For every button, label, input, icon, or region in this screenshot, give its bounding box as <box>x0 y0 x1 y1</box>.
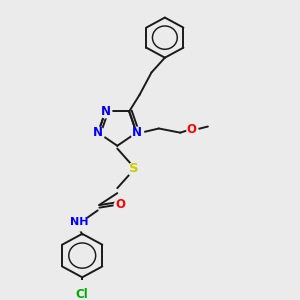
Text: N: N <box>131 126 142 139</box>
Text: O: O <box>115 198 125 211</box>
Text: Cl: Cl <box>76 288 88 300</box>
Text: S: S <box>129 162 139 175</box>
Text: O: O <box>187 123 196 136</box>
Text: NH: NH <box>70 217 88 227</box>
Text: N: N <box>93 126 103 139</box>
Text: N: N <box>100 105 110 118</box>
